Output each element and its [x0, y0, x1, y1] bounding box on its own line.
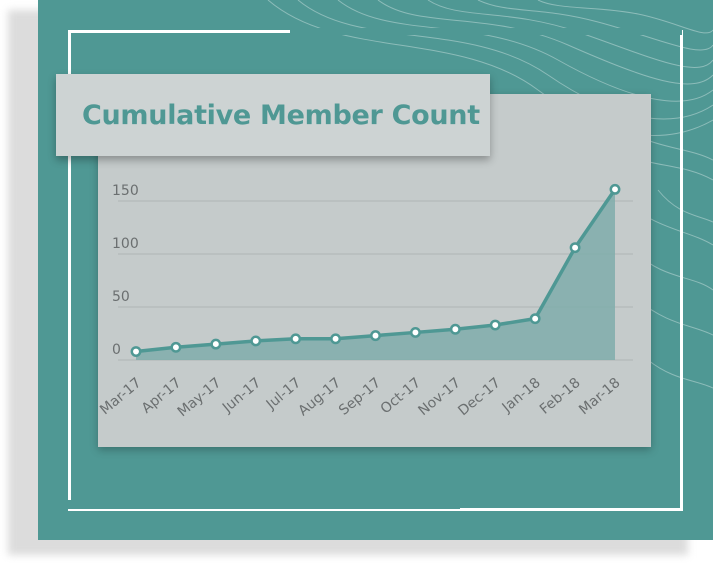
area-layer [136, 189, 615, 360]
data-point-Mar-18 [609, 183, 621, 195]
data-point-Mar-17 [130, 346, 142, 357]
data-point-Oct-17 [409, 326, 421, 338]
data-point-May-17 [210, 338, 222, 350]
x-tick-label: Oct-17 [378, 375, 424, 418]
frame-gap-bottom [66, 500, 460, 509]
data-point-Jan-18 [529, 313, 541, 325]
x-tick-label: Feb-18 [537, 375, 584, 418]
series-area [136, 189, 615, 360]
x-tick-label: Jun-17 [219, 375, 264, 417]
data-point-Dec-17 [489, 319, 501, 331]
x-tick-label: Jan-18 [499, 375, 544, 416]
data-point-Feb-18 [569, 242, 581, 254]
data-point-Jun-17 [250, 335, 262, 347]
x-tick-label: Mar-17 [98, 375, 145, 418]
y-tick-label: 100 [112, 236, 139, 252]
frame-gap-top [290, 28, 682, 35]
y-tick-label: 150 [112, 183, 139, 199]
data-point-Apr-17 [170, 341, 182, 353]
y-tick-label: 0 [112, 342, 121, 358]
x-tick-label: Sep-17 [336, 375, 384, 419]
title-box: Cumulative Member Count [56, 74, 490, 156]
data-point-Nov-17 [449, 323, 461, 335]
x-tick-label: Dec-17 [455, 375, 504, 419]
chart-title: Cumulative Member Count [82, 99, 480, 131]
x-tick-label: Mar-18 [576, 375, 623, 418]
x-tick-label: May-17 [175, 375, 225, 420]
data-point-Jul-17 [290, 333, 302, 345]
data-point-Sep-17 [370, 330, 381, 342]
data-point-Aug-17 [330, 333, 342, 345]
x-tick-label: Nov-17 [415, 375, 463, 419]
y-tick-label: 50 [112, 289, 130, 305]
y-tick-labels: 0 50 100 150 [112, 183, 139, 358]
point-layer [130, 183, 621, 357]
x-tick-label: Aug-17 [295, 375, 344, 420]
